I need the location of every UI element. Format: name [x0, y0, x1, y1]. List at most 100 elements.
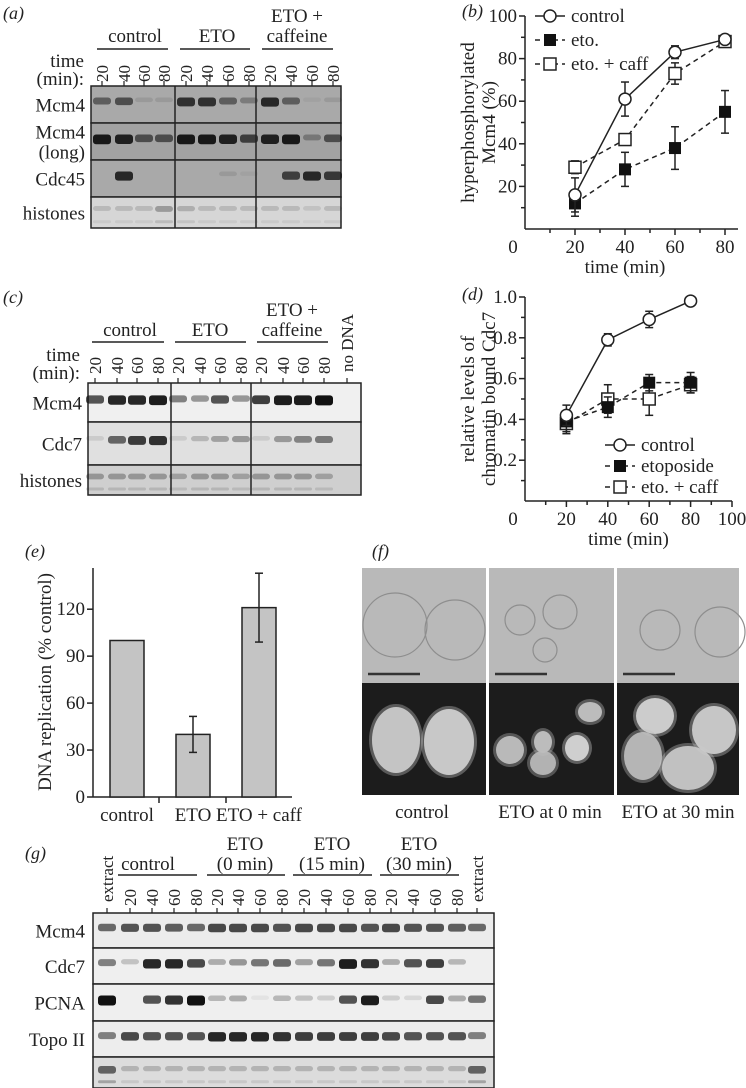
- protein-band: [252, 395, 270, 405]
- lane-label: 20: [295, 889, 314, 906]
- protein-band: [143, 1080, 161, 1084]
- protein-band: [426, 995, 444, 1005]
- protein-band: [468, 1080, 486, 1084]
- protein-band: [229, 995, 247, 1002]
- protein-band: [404, 1032, 422, 1041]
- cell-outline: [362, 592, 428, 658]
- marker-open-circle: [718, 32, 732, 47]
- series-line: [574, 40, 726, 168]
- protein-band: [232, 436, 250, 443]
- chart-e: 0 30 60 90 120 control ETO ETO + caff DNA replic…: [35, 568, 303, 826]
- cell-outline: [639, 609, 681, 651]
- protein-band: [282, 220, 300, 224]
- x-category-label: control: [100, 805, 154, 826]
- protein-band: [317, 959, 335, 967]
- protein-band: [177, 134, 195, 145]
- group-label-eto-0-time: (0 min): [217, 854, 273, 875]
- protein-band: [361, 995, 379, 1006]
- protein-band: [324, 206, 342, 211]
- protein-band: [115, 171, 133, 181]
- x-tick-label: 60: [666, 237, 685, 258]
- protein-band: [219, 171, 237, 177]
- protein-band: [240, 134, 258, 143]
- lane-label: 60: [303, 65, 322, 82]
- protein-band: [165, 959, 183, 969]
- protein-band: [448, 995, 466, 1002]
- nucleus: [534, 731, 552, 753]
- group-label-eto-0: ETO: [227, 834, 264, 855]
- protein-band: [93, 220, 111, 224]
- lane-label: 40: [282, 65, 301, 82]
- marker-open-circle: [618, 92, 632, 106]
- marker-open-square: [642, 392, 656, 406]
- series-etoposide: [560, 371, 697, 433]
- protein-band: [382, 1032, 400, 1041]
- protein-band: [232, 395, 250, 402]
- protein-band: [98, 1080, 116, 1084]
- protein-band: [219, 220, 237, 224]
- protein-band: [187, 995, 205, 1006]
- protein-band: [324, 171, 342, 181]
- protein-band: [211, 436, 229, 442]
- lane-label: 60: [339, 889, 358, 906]
- protein-band: [251, 923, 269, 933]
- legend-label: eto. + caff: [571, 54, 649, 75]
- protein-band: [303, 97, 321, 102]
- lane-label: 40: [115, 65, 134, 82]
- protein-band: [274, 487, 292, 491]
- protein-band: [229, 923, 247, 933]
- protein-band: [149, 436, 167, 446]
- protein-band: [339, 1066, 357, 1072]
- protein-band: [404, 1066, 422, 1072]
- nucleus: [636, 698, 674, 734]
- lane-label: 20: [382, 889, 401, 906]
- cell-outline: [542, 594, 578, 630]
- protein-band: [303, 171, 321, 181]
- panel-label-a: (a): [3, 3, 24, 24]
- protein-band: [339, 923, 357, 933]
- protein-band: [295, 923, 313, 933]
- nucleus: [624, 732, 662, 780]
- protein-band: [208, 1080, 226, 1084]
- protein-band: [294, 487, 312, 491]
- legend-label: control: [571, 6, 625, 27]
- protein-band: [155, 206, 173, 212]
- protein-band: [198, 220, 216, 224]
- group-label-control: control: [108, 26, 162, 47]
- panel-label-c: (c): [3, 287, 23, 308]
- protein-band: [426, 923, 444, 932]
- marker-open-square: [543, 57, 557, 71]
- marker-filled-square: [601, 401, 614, 414]
- group-label-eto-caffeine-1: ETO +: [271, 6, 323, 27]
- protein-band: [128, 487, 146, 491]
- protein-band: [121, 959, 139, 965]
- protein-band: [361, 1066, 379, 1072]
- lane-label: 60: [128, 357, 147, 374]
- protein-band: [121, 923, 139, 932]
- x-tick-label: 20: [566, 237, 585, 258]
- blot-row: [90, 85, 342, 124]
- protein-band: [273, 995, 291, 1002]
- protein-band: [219, 134, 237, 144]
- lane-label: 60: [219, 65, 238, 82]
- lane-label: 80: [273, 889, 292, 906]
- nucleus: [578, 702, 602, 722]
- panel-label-f: (f): [372, 541, 389, 562]
- protein-band: [187, 923, 205, 932]
- protein-band: [165, 923, 183, 932]
- protein-band: [317, 923, 335, 933]
- y-tick-label: 30: [66, 740, 85, 761]
- protein-band: [211, 487, 229, 491]
- lane-label: 20: [93, 65, 112, 82]
- lane-label: 20: [177, 65, 196, 82]
- protein-band: [448, 1032, 466, 1041]
- row-label: PCNA: [34, 994, 85, 1015]
- blot-row: [92, 1056, 495, 1088]
- protein-band: [165, 1066, 183, 1072]
- protein-band: [294, 473, 312, 480]
- protein-band: [274, 473, 292, 480]
- series-line: [574, 38, 726, 196]
- protein-band: [274, 395, 292, 406]
- x-category-label: ETO + caff: [216, 805, 303, 826]
- marker-filled-square: [614, 460, 626, 472]
